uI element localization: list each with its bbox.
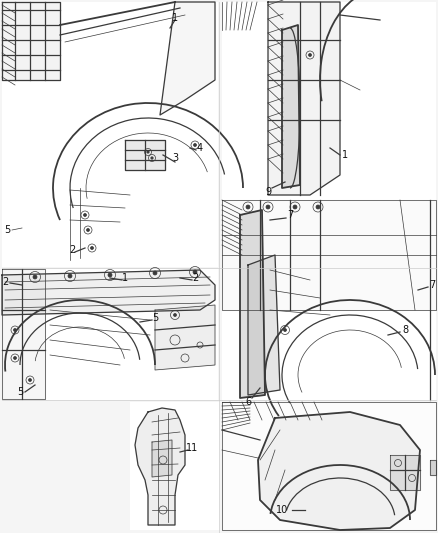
Circle shape [193,270,197,274]
Circle shape [283,328,286,332]
Circle shape [68,274,72,278]
Text: 3: 3 [172,153,178,163]
Bar [2,2,218,267]
Text: 11: 11 [186,443,198,453]
Circle shape [173,313,177,317]
Text: 5: 5 [4,225,10,235]
Polygon shape [125,140,165,170]
Text: 7: 7 [287,210,293,220]
Circle shape [153,271,157,275]
Polygon shape [268,2,340,195]
Text: 2: 2 [192,273,198,283]
Circle shape [33,275,37,279]
Text: 1: 1 [122,273,128,283]
Circle shape [308,53,311,56]
Circle shape [147,151,149,153]
Circle shape [14,328,17,332]
Text: 1: 1 [342,150,348,160]
Polygon shape [390,455,420,490]
Bar [222,402,436,530]
Text: 1: 1 [172,13,178,23]
Polygon shape [2,269,45,399]
Text: 10: 10 [276,505,288,515]
Circle shape [266,205,270,209]
Polygon shape [222,200,436,310]
Circle shape [194,143,197,147]
Text: 8: 8 [402,325,408,335]
Polygon shape [152,440,172,477]
Text: 7: 7 [429,280,435,290]
Polygon shape [430,460,436,475]
Polygon shape [258,412,420,530]
Circle shape [28,378,32,382]
Circle shape [293,205,297,209]
Circle shape [108,273,112,277]
Polygon shape [160,2,215,115]
Circle shape [316,205,320,209]
Circle shape [14,357,17,359]
Text: 2: 2 [2,277,8,287]
Text: 9: 9 [265,187,271,197]
Text: 4: 4 [197,143,203,153]
Circle shape [84,214,86,216]
Polygon shape [2,2,60,80]
Text: 2: 2 [69,245,75,255]
Text: 5: 5 [152,313,158,323]
Polygon shape [240,210,265,398]
Polygon shape [222,402,436,530]
Circle shape [91,246,93,249]
Bar [222,2,436,200]
Polygon shape [248,255,280,395]
Polygon shape [2,270,215,315]
Circle shape [86,229,89,231]
Polygon shape [135,408,185,525]
Circle shape [246,205,250,209]
Bar [222,200,436,400]
Circle shape [151,157,153,159]
Text: 6: 6 [245,397,251,407]
Polygon shape [155,305,215,370]
Text: 5: 5 [17,387,23,397]
Bar [2,269,218,400]
Polygon shape [282,25,300,188]
Bar [130,402,220,530]
